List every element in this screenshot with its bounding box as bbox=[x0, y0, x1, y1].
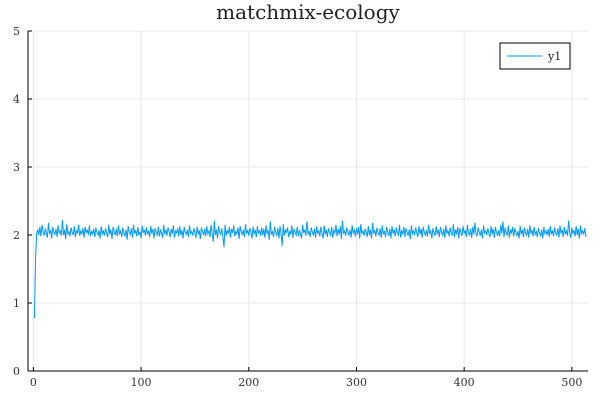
x-tick-label: 200 bbox=[238, 376, 259, 389]
y-tick-label: 3 bbox=[13, 161, 20, 174]
x-tick-label: 100 bbox=[131, 376, 152, 389]
chart-title: matchmix-ecology bbox=[216, 0, 400, 24]
series-group bbox=[33, 220, 587, 318]
y-tick-label: 0 bbox=[13, 365, 20, 378]
y-tick-label: 2 bbox=[13, 229, 20, 242]
x-tick-label: 300 bbox=[346, 376, 367, 389]
legend: y1 bbox=[499, 42, 571, 70]
x-tick-label: 0 bbox=[30, 376, 37, 389]
y-tick-label: 5 bbox=[13, 25, 20, 38]
y-tick-label: 4 bbox=[13, 93, 20, 106]
grid bbox=[28, 30, 588, 372]
series-line-y1 bbox=[33, 220, 587, 318]
tick-labels: 0 100 200 300 400 500 0 1 2 3 4 5 bbox=[13, 25, 582, 389]
legend-label: y1 bbox=[547, 50, 561, 63]
y-tick-label: 1 bbox=[13, 297, 20, 310]
axes bbox=[27, 30, 588, 372]
x-tick-label: 500 bbox=[561, 376, 582, 389]
x-tick-label: 400 bbox=[454, 376, 475, 389]
